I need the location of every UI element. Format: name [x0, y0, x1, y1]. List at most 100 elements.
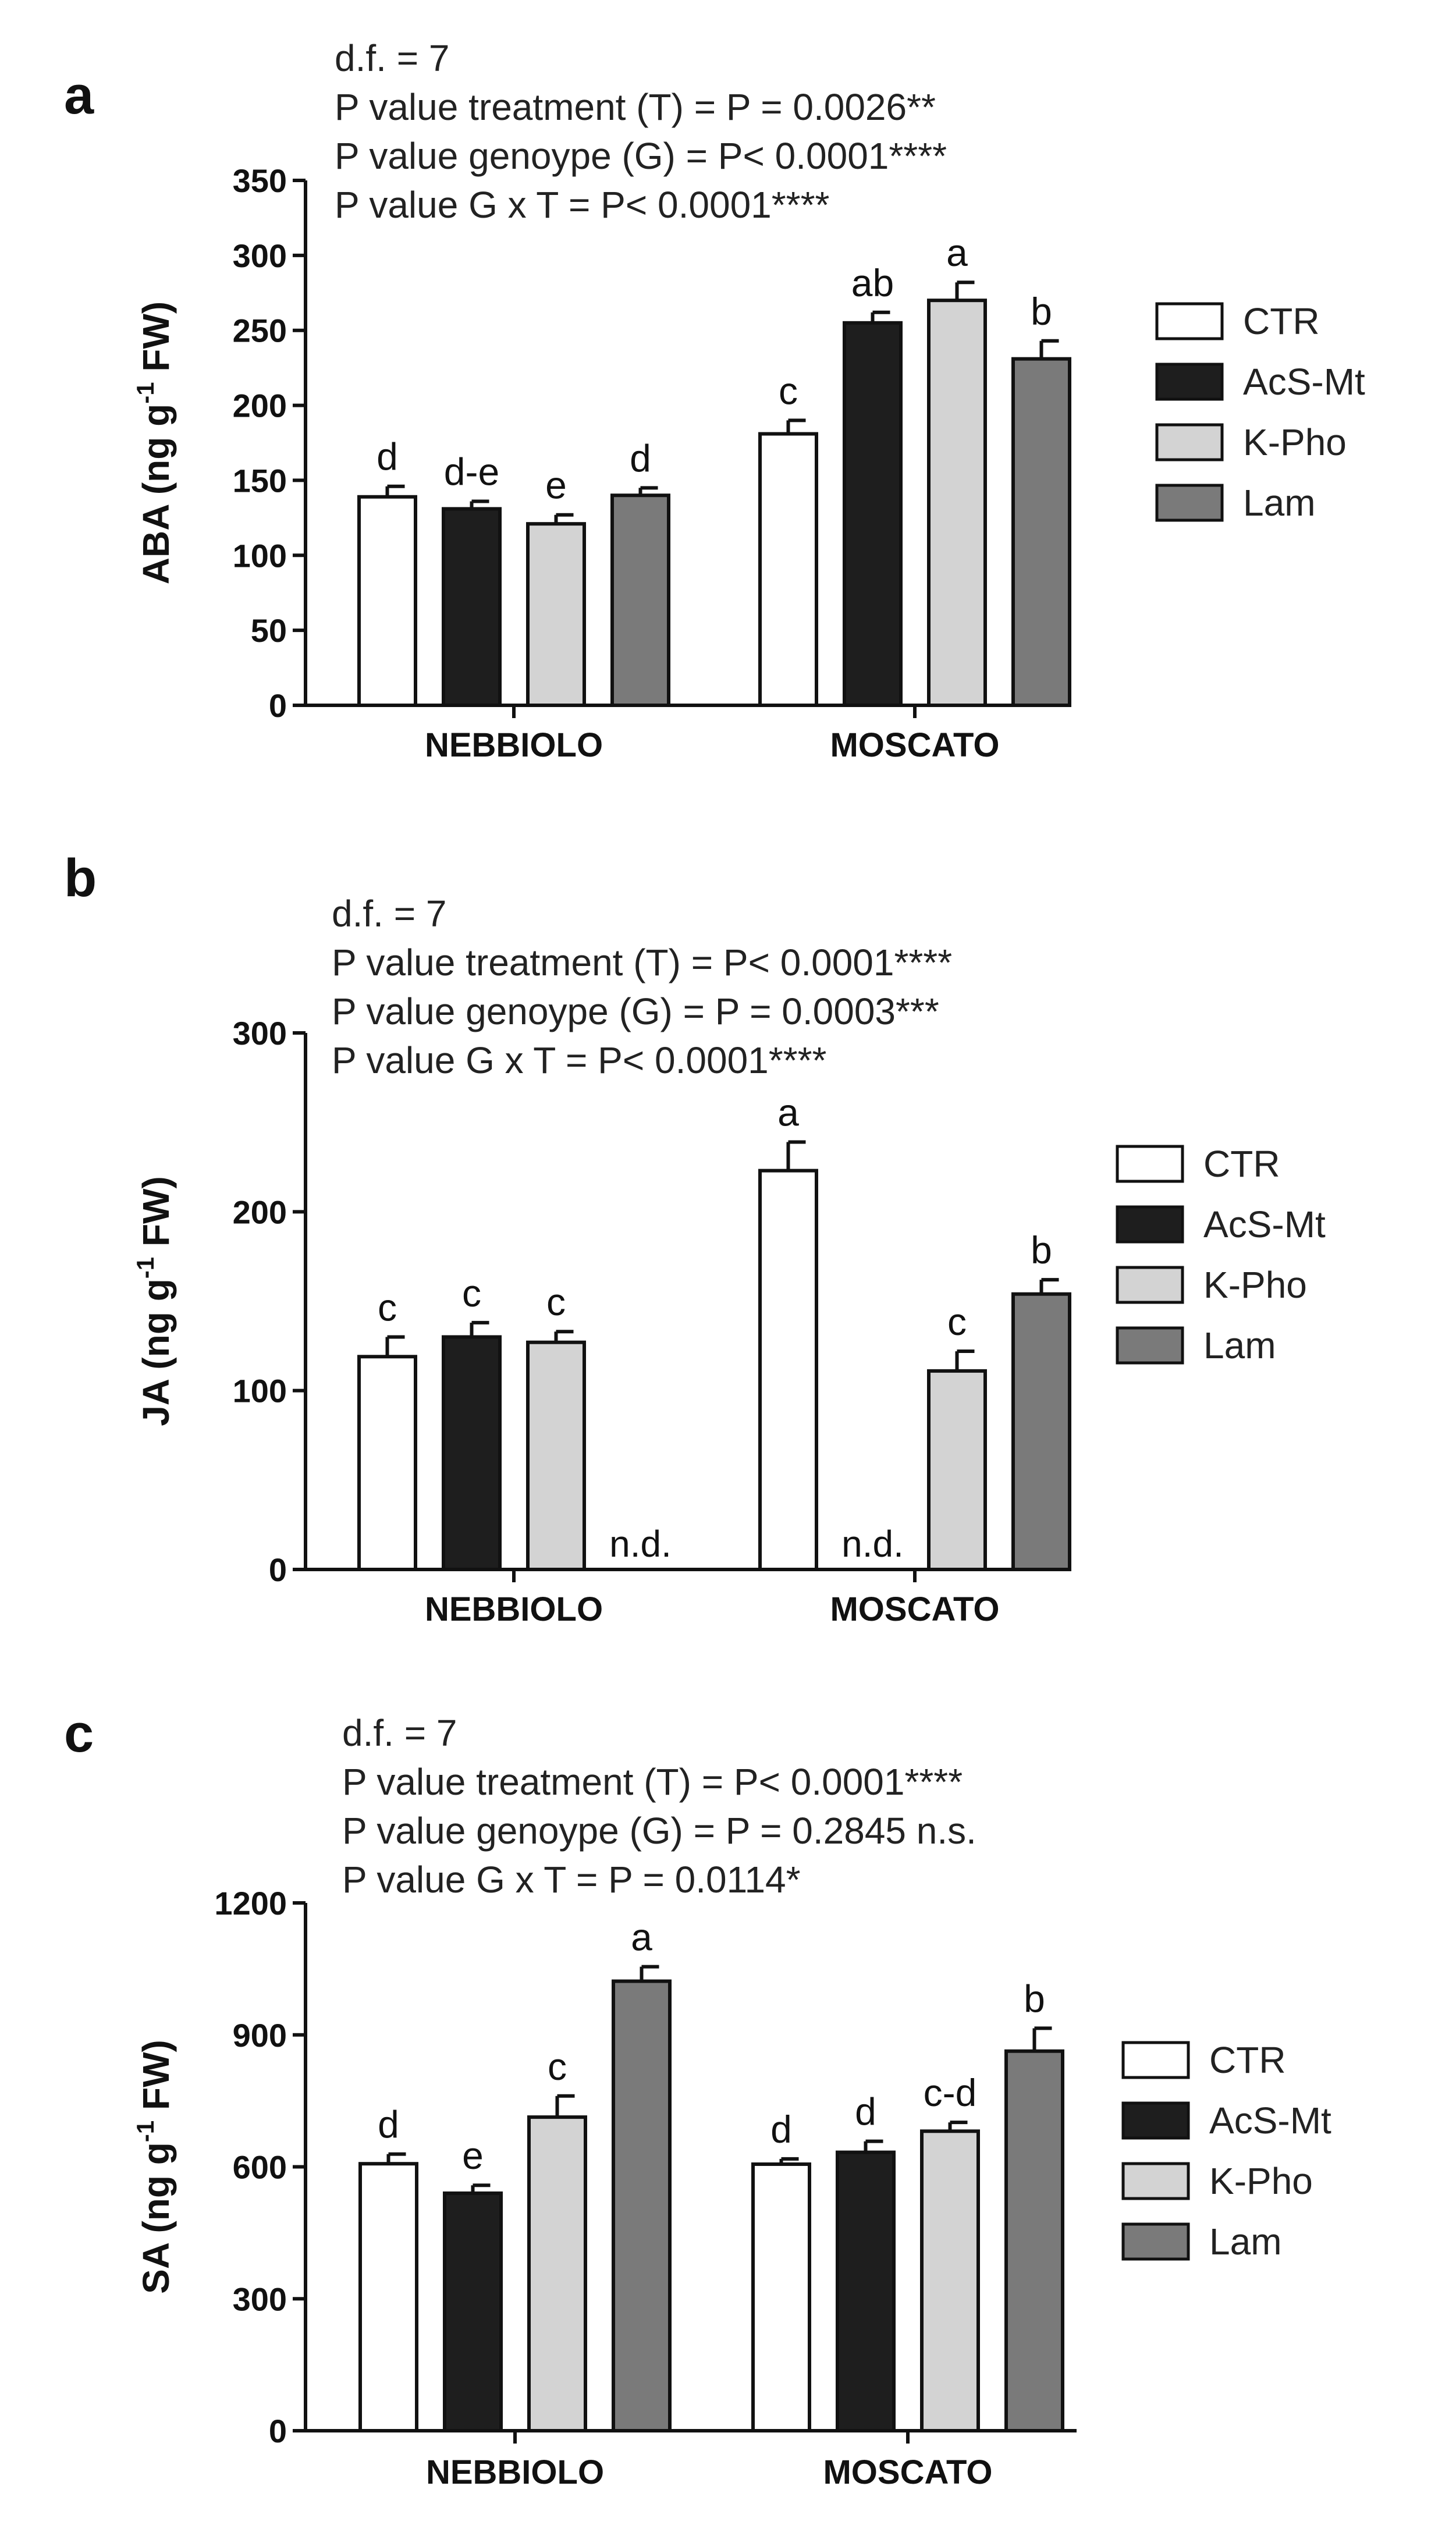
significance-letter: ab [851, 261, 894, 304]
y-axis-label-main: SA (ng g [135, 2142, 177, 2294]
bar [442, 507, 502, 707]
bar [920, 2129, 980, 2433]
bar [357, 495, 417, 708]
significance-letter: c [779, 369, 798, 412]
legend-swatch [1155, 423, 1224, 461]
bar [526, 1340, 586, 1572]
significance-letter: e [545, 464, 567, 507]
legend-swatch [1121, 2222, 1190, 2261]
y-axis-label-end: FW) [135, 301, 177, 382]
panel-label: c [64, 1704, 94, 1763]
bar [1004, 2049, 1064, 2432]
significance-letter: d-e [444, 450, 499, 493]
bar [526, 522, 586, 707]
y-tick-label: 100 [233, 537, 287, 574]
significance-letter: b [1031, 290, 1052, 333]
legend-label: CTR [1209, 2039, 1286, 2081]
stats-line: d.f. = 7 [332, 893, 446, 935]
not-detected-label: n.d. [841, 1523, 904, 1565]
bar [758, 432, 818, 708]
stats-line: P value treatment (T) = P< 0.0001**** [332, 942, 952, 983]
bar [358, 2162, 418, 2433]
y-tick-label: 200 [233, 388, 287, 424]
bar [836, 2150, 896, 2433]
legend-label: AcS-Mt [1203, 1203, 1326, 1245]
significance-letter: c [947, 1300, 967, 1343]
significance-letter: c [378, 1285, 397, 1329]
y-tick-label: 250 [233, 312, 287, 349]
legend-swatch [1121, 2101, 1190, 2140]
legend: CTR AcS-Mt K-Pho Lam [1121, 2039, 1331, 2263]
y-axis-label-superscript: -1 [132, 382, 159, 403]
category-label: MOSCATO [830, 1590, 999, 1628]
stats-line: P value genoype (G) = P< 0.0001**** [335, 135, 947, 177]
significance-letter: d [855, 2090, 876, 2133]
legend-label: AcS-Mt [1209, 2100, 1331, 2142]
y-axis-label: ABA (ng g-1 FW) [132, 301, 177, 584]
bar [443, 2191, 503, 2433]
significance-letter: c [546, 1280, 566, 1323]
legend-swatch [1121, 2162, 1190, 2200]
panel-label: b [64, 848, 97, 908]
significance-letter: d [378, 2103, 399, 2146]
bar [927, 1369, 987, 1572]
y-axis-label-end: FW) [135, 2040, 177, 2121]
bar [357, 1355, 417, 1572]
chart-panel-b: b d.f. = 7 P value treatment (T) = P< 0.00… [64, 848, 1326, 1628]
significance-letter: b [1031, 1228, 1052, 1272]
significance-letter: d [770, 2108, 792, 2151]
bar [758, 1169, 818, 1571]
legend-label: CTR [1243, 300, 1320, 342]
legend-swatch [1155, 302, 1224, 340]
y-tick-label: 0 [269, 687, 287, 724]
legend-label: AcS-Mt [1243, 361, 1365, 403]
chart-panel-a: a d.f. = 7 P value treatment (T) = P = 0.0… [64, 37, 1365, 764]
category-label: NEBBIOLO [425, 1590, 603, 1628]
y-tick-label: 300 [233, 237, 287, 274]
legend-label: Lam [1203, 1324, 1276, 1366]
y-axis-label-end: FW) [135, 1176, 177, 1257]
stats-line: d.f. = 7 [342, 1712, 457, 1754]
y-tick-label: 0 [269, 1551, 287, 1588]
y-tick-label: 150 [233, 462, 287, 499]
category-label: MOSCATO [823, 2453, 992, 2491]
bar [1011, 1292, 1071, 1572]
y-tick-label: 0 [269, 2413, 287, 2449]
significance-letter: d [377, 435, 398, 478]
y-tick-label: 900 [233, 2017, 287, 2054]
not-detected-label: n.d. [609, 1523, 672, 1565]
stats-line: P value treatment (T) = P< 0.0001**** [342, 1761, 963, 1803]
legend-label: Lam [1209, 2221, 1282, 2263]
bar [751, 2162, 811, 2433]
legend-label: K-Pho [1209, 2160, 1313, 2202]
stats-line: P value treatment (T) = P = 0.0026** [335, 86, 936, 128]
y-tick-label: 1200 [214, 1885, 287, 1922]
significance-letter: c [462, 1272, 481, 1315]
significance-letter: a [946, 231, 968, 274]
y-tick-label: 200 [233, 1194, 287, 1230]
significance-letter: a [631, 1916, 652, 1959]
legend-swatch [1121, 2041, 1190, 2079]
legend-label: CTR [1203, 1143, 1280, 1185]
significance-letter: b [1024, 1977, 1045, 2020]
stats-line: P value G x T = P< 0.0001**** [335, 184, 829, 226]
bar [612, 1979, 672, 2432]
significance-letter: a [777, 1091, 799, 1134]
bar [610, 493, 670, 707]
significance-letter: e [462, 2134, 484, 2177]
y-tick-label: 100 [233, 1373, 287, 1409]
legend-swatch [1155, 363, 1224, 401]
y-axis-label: SA (ng g-1 FW) [132, 2040, 177, 2294]
panel-label: a [64, 66, 94, 125]
bar [442, 1335, 502, 1571]
y-tick-label: 300 [233, 1015, 287, 1052]
significance-letter: c-d [924, 2071, 977, 2114]
stats-line: P value genoype (G) = P = 0.0003*** [332, 990, 939, 1032]
significance-letter: d [630, 436, 651, 480]
category-label: NEBBIOLO [425, 726, 603, 764]
legend-swatch [1116, 1266, 1184, 1304]
legend-label: Lam [1243, 482, 1316, 524]
y-axis-label-superscript: -1 [132, 1257, 159, 1279]
panels: a d.f. = 7 P value treatment (T) = P = 0.0… [64, 37, 1365, 2491]
